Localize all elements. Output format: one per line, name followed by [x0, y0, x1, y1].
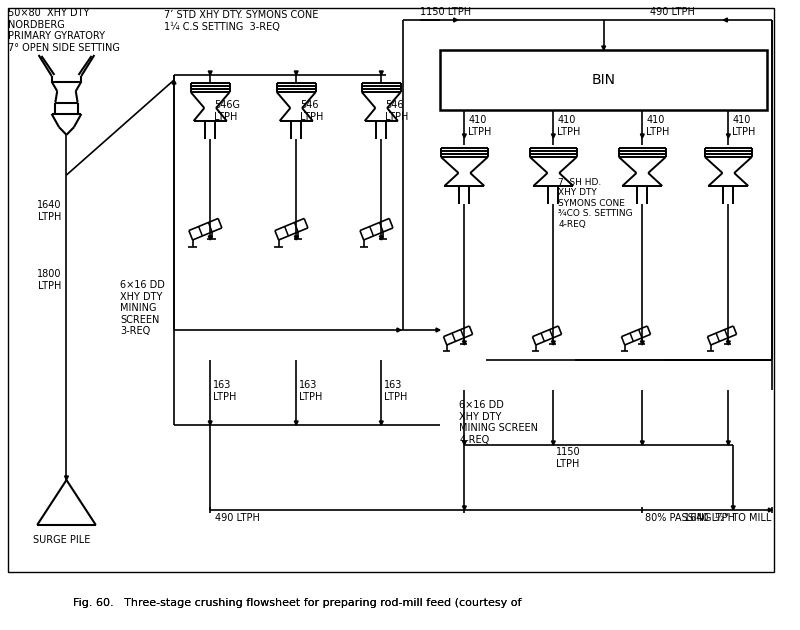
Polygon shape: [65, 476, 69, 480]
Polygon shape: [723, 18, 727, 22]
Polygon shape: [769, 508, 772, 512]
Polygon shape: [602, 46, 606, 50]
Polygon shape: [294, 421, 298, 425]
Polygon shape: [640, 441, 644, 445]
Polygon shape: [208, 421, 212, 425]
Text: 50×80  XHY DTY
NORDBERG
PRIMARY GYRATORY
7° OPEN SIDE SETTING: 50×80 XHY DTY NORDBERG PRIMARY GYRATORY …: [8, 8, 120, 53]
Text: Fig. 60.   Three-stage crushing flowsheet for preparing rod-mill feed (courtesy : Fig. 60. Three-stage crushing flowsheet …: [74, 598, 526, 608]
Text: 163
LTPH: 163 LTPH: [299, 380, 322, 401]
Polygon shape: [462, 506, 466, 510]
Polygon shape: [379, 236, 383, 240]
Polygon shape: [726, 441, 730, 445]
Text: 80% PASSING ½” TO MILL: 80% PASSING ½” TO MILL: [646, 513, 772, 523]
Text: 490 LTPH: 490 LTPH: [215, 513, 260, 523]
Text: 410
LTPH: 410 LTPH: [558, 115, 581, 137]
Polygon shape: [726, 134, 730, 138]
Polygon shape: [379, 71, 383, 75]
Polygon shape: [208, 236, 212, 240]
Polygon shape: [640, 341, 644, 345]
Text: 1640
LTPH: 1640 LTPH: [37, 200, 62, 222]
Polygon shape: [640, 134, 644, 138]
Polygon shape: [208, 71, 212, 75]
Polygon shape: [726, 341, 730, 345]
Text: SURGE PILE: SURGE PILE: [33, 535, 90, 545]
Text: 7’ SH HD.
XHY DTY
SYMONS CONE
¾CO S. SETTING
4-REQ: 7’ SH HD. XHY DTY SYMONS CONE ¾CO S. SET…: [558, 178, 633, 229]
Text: 490 LTPH: 490 LTPH: [650, 7, 695, 17]
Polygon shape: [731, 506, 735, 510]
Text: Fig. 60.   Three-stage crushing flowsheet for preparing rod-mill feed (courtesy : Fig. 60. Three-stage crushing flowsheet …: [74, 598, 526, 608]
Text: 546G
LTPH: 546G LTPH: [214, 100, 240, 122]
Polygon shape: [462, 341, 466, 345]
Text: 163
LTPH: 163 LTPH: [213, 380, 237, 401]
Text: 6×16 DD
XHY DTY
MINING
SCREEN
3-REQ: 6×16 DD XHY DTY MINING SCREEN 3-REQ: [120, 280, 165, 336]
Text: 546
LTPH: 546 LTPH: [385, 100, 409, 122]
Text: 7’ STD XHY DTY. SYMONS CONE
1¼ C.S SETTING  3-REQ: 7’ STD XHY DTY. SYMONS CONE 1¼ C.S SETTI…: [164, 10, 318, 32]
Text: 1640 LTPH: 1640 LTPH: [684, 513, 735, 523]
Polygon shape: [172, 80, 176, 84]
Polygon shape: [294, 71, 298, 75]
Polygon shape: [397, 328, 401, 332]
Polygon shape: [551, 134, 555, 138]
Bar: [8, 8, 774, 572]
Text: 410
LTPH: 410 LTPH: [732, 115, 756, 137]
Polygon shape: [462, 134, 466, 138]
Text: 1800
LTPH: 1800 LTPH: [37, 269, 62, 291]
Text: 410
LTPH: 410 LTPH: [646, 115, 670, 137]
Text: BIN: BIN: [592, 73, 616, 87]
Polygon shape: [551, 441, 555, 445]
Text: 1150
LTPH: 1150 LTPH: [556, 447, 581, 469]
Text: 546
LTPH: 546 LTPH: [300, 100, 323, 122]
Polygon shape: [379, 421, 383, 425]
Text: 6×16 DD
XHY DTY
MINING SCREEN
4-REQ: 6×16 DD XHY DTY MINING SCREEN 4-REQ: [459, 400, 538, 445]
Text: 410
LTPH: 410 LTPH: [468, 115, 492, 137]
Text: 163
LTPH: 163 LTPH: [384, 380, 407, 401]
Polygon shape: [454, 18, 458, 22]
Polygon shape: [294, 236, 298, 240]
Text: 1150 LTPH: 1150 LTPH: [420, 7, 471, 17]
Polygon shape: [462, 441, 466, 445]
Polygon shape: [551, 341, 555, 345]
Bar: [440, 50, 767, 110]
Polygon shape: [436, 328, 440, 332]
